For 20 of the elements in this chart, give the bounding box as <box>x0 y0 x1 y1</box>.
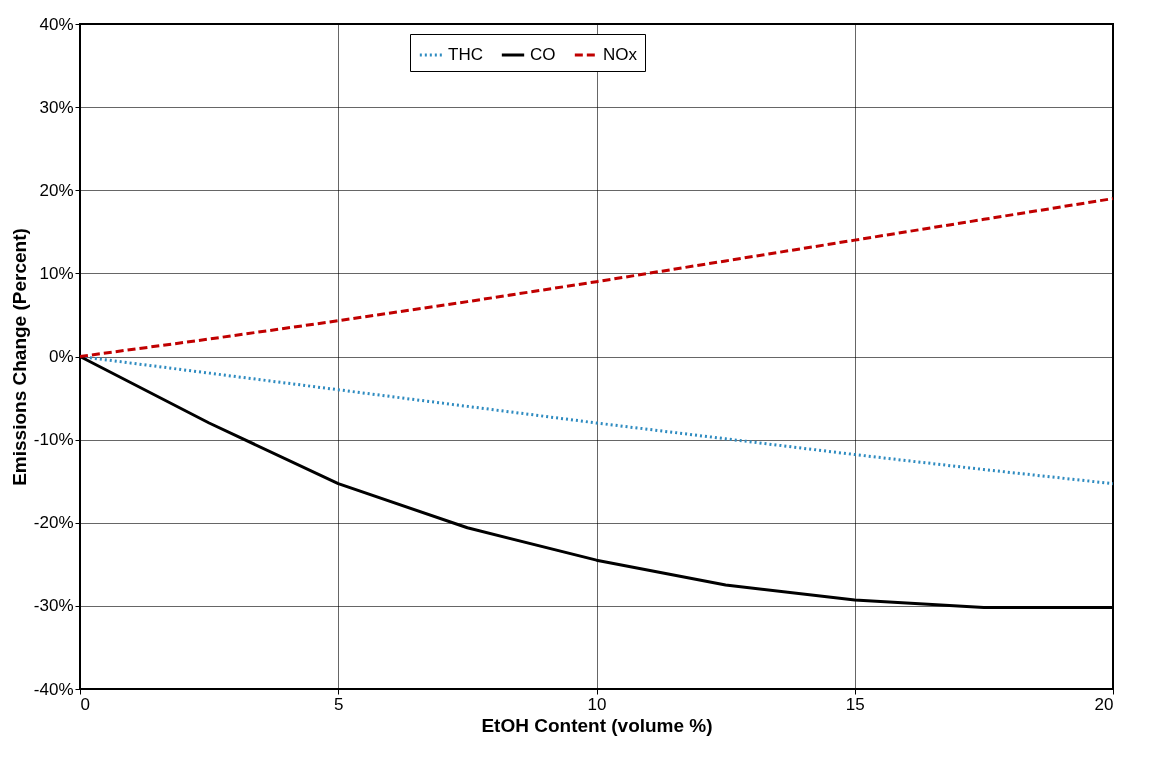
legend-label: CO <box>530 45 556 64</box>
y-tick-label: -20% <box>33 513 74 533</box>
x-tick-label: 5 <box>334 694 344 714</box>
line-series <box>78 197 1115 358</box>
y-tick-label: 20% <box>39 180 74 200</box>
legend-label: NOx <box>603 45 638 64</box>
y-axis-title: Emissions Change (Percent) <box>8 228 30 486</box>
y-tick-label: -30% <box>33 596 74 616</box>
y-tick-label: 10% <box>39 263 74 283</box>
y-tick-label: 0% <box>48 347 74 366</box>
y-tick-label: -40% <box>33 679 74 699</box>
legend-label: THC <box>448 45 483 64</box>
x-tick-label: 0 <box>80 694 90 714</box>
y-tick-label: 30% <box>39 97 74 117</box>
y-tick-label: -10% <box>33 430 74 450</box>
y-tick-label: 40% <box>39 14 74 34</box>
x-tick-label: 20 <box>1094 694 1114 714</box>
x-tick-label: 15 <box>845 694 865 714</box>
x-tick-label: 10 <box>587 694 607 714</box>
x-axis-title: EtOH Content (volume %) <box>481 714 713 736</box>
